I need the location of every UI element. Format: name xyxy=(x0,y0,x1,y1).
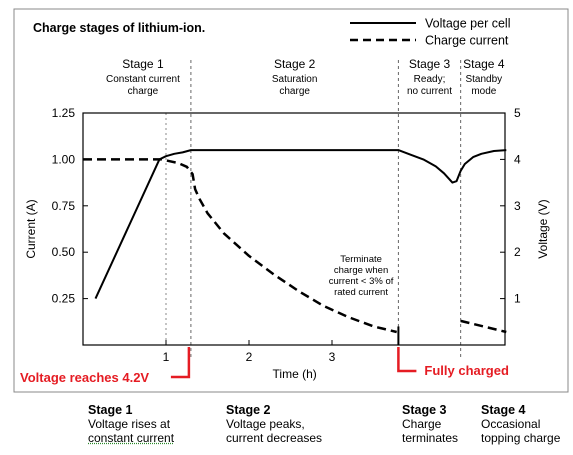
caption-stage-3-line-2: terminates xyxy=(402,431,459,445)
caption-stage-1-title: Stage 1 xyxy=(88,403,133,417)
x-tick-label-3: 3 xyxy=(329,350,336,364)
y-right-tick-label-3: 3 xyxy=(514,199,521,213)
series-current-line-3 xyxy=(460,319,507,334)
y-right-tick-label-1: 1 xyxy=(514,292,521,306)
caption-stage-3-title: Stage 3 xyxy=(402,403,447,417)
legend-voltage-label: Voltage per cell xyxy=(425,17,510,31)
series-current-line-2 xyxy=(83,158,397,334)
terminate-note-line-2: charge when xyxy=(334,265,388,276)
caption-stage-4-line-1: Occasional xyxy=(481,417,541,431)
caption-stage-2-line-1: Voltage peaks, xyxy=(226,417,305,431)
y-right-tick-label-2: 2 xyxy=(514,245,521,259)
legend-current-label: Charge current xyxy=(425,34,509,48)
caption-stage-1: Stage 1 Voltage rises at constant curren… xyxy=(88,403,174,445)
stage-1-desc-2: charge xyxy=(128,86,159,97)
y-left-axis-label: Current (A) xyxy=(24,199,38,258)
y-left-tick-label-4: 1.00 xyxy=(52,152,76,166)
plot-area: Charge stages of lithium-ion. Voltage per… xyxy=(13,8,569,393)
caption-stage-1-line-1: Voltage rises at xyxy=(88,417,171,431)
fully-charged-bracket xyxy=(397,347,417,373)
stage-4-label: Stage 4 xyxy=(463,57,505,71)
y-left-tick-label-5: 1.25 xyxy=(52,106,76,120)
fully-charged-label: Fully charged xyxy=(424,363,509,378)
stage-2-desc-2: charge xyxy=(279,86,310,97)
terminate-note-line-3: current < 3% of xyxy=(329,276,394,287)
figure-frame xyxy=(13,8,569,393)
caption-stage-3-line-1: Charge xyxy=(402,417,442,431)
terminate-note-line-4: rated current xyxy=(334,287,388,298)
voltage-reaches-bracket xyxy=(170,347,191,379)
caption-stage-4-line-2: topping charge xyxy=(481,431,561,445)
caption-stage-4-title: Stage 4 xyxy=(481,403,526,417)
stage-2-desc-1: Saturation xyxy=(272,74,318,85)
stage-4-desc-1: Standby xyxy=(465,74,502,85)
y-left-tick-label-3: 0.75 xyxy=(52,199,76,213)
stage-4-desc-2: mode xyxy=(471,86,496,97)
stage-1-desc-1: Constant current xyxy=(106,74,180,85)
y-left-tick-label-1: 0.25 xyxy=(52,292,76,306)
stage-1-label: Stage 1 xyxy=(122,57,164,71)
x-tick-label-2: 2 xyxy=(246,350,253,364)
caption-stage-2-line-2: current decreases xyxy=(226,431,323,445)
y-right-tick-label-4: 4 xyxy=(514,152,521,166)
y-left-tick-label-2: 0.50 xyxy=(52,245,76,259)
terminate-note-line-1: Terminate xyxy=(340,254,382,265)
caption-stage-2: Stage 2 Voltage peaks, current decreases xyxy=(226,403,322,445)
x-tick-label-1: 1 xyxy=(163,350,170,364)
voltage-reaches-label: Voltage reaches 4.2V xyxy=(20,370,149,385)
x-axis-label: Time (h) xyxy=(273,367,317,381)
caption-stage-2-title: Stage 2 xyxy=(226,403,271,417)
stage-3-label: Stage 3 xyxy=(409,57,451,71)
caption-stage-1-line-2: constant current xyxy=(88,431,175,445)
caption-stage-3: Stage 3 Charge terminates xyxy=(402,403,458,445)
plot-box xyxy=(82,112,506,346)
stage-3-desc-2: no current xyxy=(407,86,452,97)
caption-stage-4: Stage 4 Occasional topping charge xyxy=(481,403,560,445)
stage-2-label: Stage 2 xyxy=(274,57,316,71)
chart-title: Charge stages of lithium-ion. xyxy=(33,21,205,35)
y-right-axis-label: Voltage (V) xyxy=(536,199,550,258)
y-right-tick-label-5: 5 xyxy=(514,106,521,120)
stage-3-desc-1: Ready; xyxy=(414,74,446,85)
series-voltage-line-1 xyxy=(94,149,507,300)
